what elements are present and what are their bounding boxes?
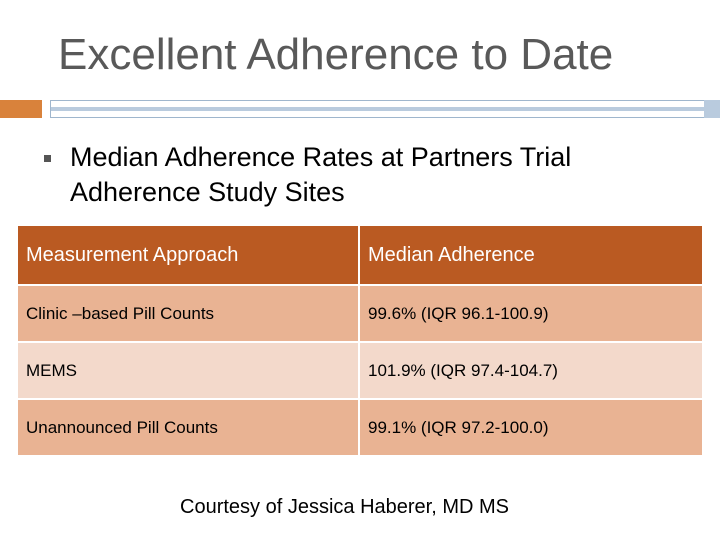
adherence-table: Measurement Approach Median Adherence Cl… bbox=[18, 226, 702, 457]
bullet-marker bbox=[44, 155, 51, 162]
table-header-cell: Median Adherence bbox=[359, 226, 702, 286]
table-row: MEMS 101.9% (IQR 97.4-104.7) bbox=[18, 342, 702, 400]
table-cell: MEMS bbox=[18, 342, 360, 400]
slide-title: Excellent Adherence to Date bbox=[58, 30, 614, 79]
title-accent-block bbox=[0, 100, 42, 118]
bullet-text: Median Adherence Rates at Partners Trial… bbox=[70, 142, 572, 207]
table-cell: 99.1% (IQR 97.2-100.0) bbox=[359, 399, 702, 457]
table-row: Unannounced Pill Counts 99.1% (IQR 97.2-… bbox=[18, 399, 702, 457]
table-row: Clinic –based Pill Counts 99.6% (IQR 96.… bbox=[18, 285, 702, 343]
title-accent-bar-end bbox=[704, 100, 720, 118]
table-header-cell: Measurement Approach bbox=[18, 226, 360, 286]
courtesy-note: Courtesy of Jessica Haberer, MD MS bbox=[180, 496, 509, 518]
table-cell: Clinic –based Pill Counts bbox=[18, 285, 360, 343]
table-cell: Unannounced Pill Counts bbox=[18, 399, 360, 457]
title-accent-bar bbox=[50, 100, 706, 118]
table-cell: 99.6% (IQR 96.1-100.9) bbox=[359, 285, 702, 343]
table-header-row: Measurement Approach Median Adherence bbox=[18, 226, 702, 286]
table-cell: 101.9% (IQR 97.4-104.7) bbox=[359, 342, 702, 400]
